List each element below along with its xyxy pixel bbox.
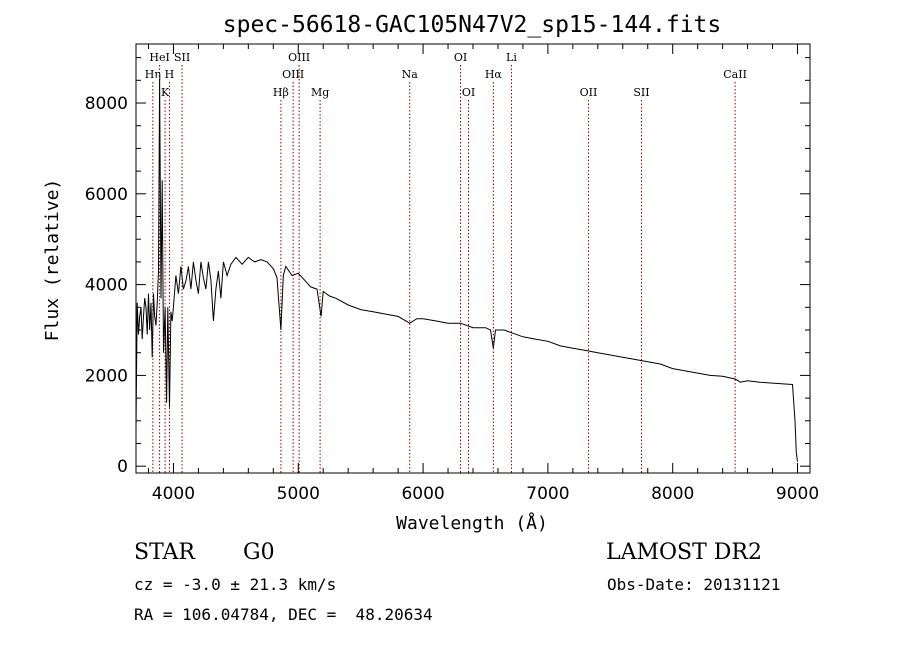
line-marker-label: OIII [288,51,310,64]
y-tick-label: 4000 [85,276,128,296]
coordinates-text: RA = 106.04784, DEC = 48.20634 [134,605,433,624]
survey-name: LAMOST DR2 [606,540,762,565]
obs-date-text: Obs-Date: 20131121 [607,575,781,594]
y-tick-label: 6000 [85,185,128,205]
x-axis-label: Wavelength (Å) [396,512,548,534]
x-tick-label: 5000 [277,484,320,504]
chart-title: spec-56618-GAC105N47V2_sp15-144.fits [223,12,722,38]
spectrum-line [135,80,798,462]
line-marker-label: OI [454,51,467,64]
line-marker-label: OII [580,86,598,99]
line-marker-label: OI [462,86,475,99]
x-tick-label: 6000 [401,484,444,504]
y-tick-label: 2000 [85,366,128,386]
x-axis-ticks: 4000 5000 6000 7000 8000 9000 [147,44,819,504]
object-subclass: G0 [243,540,275,565]
redshift-text: cz = -3.0 ± 21.3 km/s [134,575,337,594]
line-marker-label: K [161,86,170,99]
line-marker-label: Hβ [273,86,289,99]
y-axis-label: Flux (relative) [42,179,63,342]
line-markers [152,65,736,473]
x-tick-label: 9000 [776,484,819,504]
y-tick-label: 0 [117,457,128,477]
line-marker-label: H [165,68,175,81]
line-marker-label: SII [174,51,190,64]
line-marker-label: SII [633,86,649,99]
x-tick-label: 4000 [152,484,195,504]
y-tick-label: 8000 [85,94,128,114]
line-marker-label: HeI [149,51,169,64]
x-tick-label: 7000 [526,484,569,504]
line-marker-label: Hα [485,68,503,81]
y-axis-ticks: 0 2000 4000 6000 8000 [85,57,810,477]
line-marker-label: Na [402,68,419,81]
line-marker-label: OIII [282,68,304,81]
line-marker-label: Mg [311,86,329,99]
line-marker-label: CaII [723,68,747,81]
x-tick-label: 8000 [651,484,694,504]
object-class: STAR [134,540,195,565]
line-marker-label: Li [506,51,517,64]
line-marker-label: Hη [145,68,161,81]
